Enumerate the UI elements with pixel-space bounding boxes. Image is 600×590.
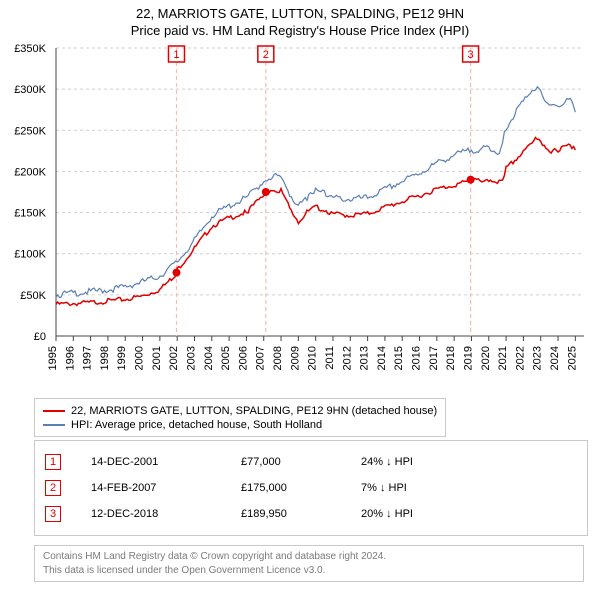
svg-text:1995: 1995 <box>47 346 59 370</box>
legend-item: 22, MARRIOTS GATE, LUTTON, SPALDING, PE1… <box>43 404 437 418</box>
svg-text:1996: 1996 <box>64 346 76 370</box>
legend-swatch <box>43 424 65 426</box>
event-diff: 24% ↓ HPI <box>361 456 461 468</box>
svg-text:2001: 2001 <box>151 346 163 370</box>
event-row: 2 14-FEB-2007 £175,000 7% ↓ HPI <box>45 475 577 501</box>
event-date: 12-DEC-2018 <box>91 508 241 520</box>
legend-item: HPI: Average price, detached house, Sout… <box>43 418 437 432</box>
event-price: £175,000 <box>241 482 361 494</box>
svg-text:£250K: £250K <box>14 125 46 137</box>
event-diff: 20% ↓ HPI <box>361 508 461 520</box>
event-marker: 1 <box>45 454 61 470</box>
svg-text:£150K: £150K <box>14 208 46 220</box>
event-price: £77,000 <box>241 456 361 468</box>
title-line-2: Price paid vs. HM Land Registry's House … <box>0 23 600 40</box>
svg-text:£300K: £300K <box>14 84 46 96</box>
event-price: £189,950 <box>241 508 361 520</box>
svg-text:2006: 2006 <box>237 346 249 370</box>
chart-title: 22, MARRIOTS GATE, LUTTON, SPALDING, PE1… <box>0 0 600 40</box>
svg-text:2: 2 <box>263 49 269 61</box>
svg-text:2016: 2016 <box>411 346 423 370</box>
event-date: 14-FEB-2007 <box>91 482 241 494</box>
svg-text:2012: 2012 <box>341 346 353 370</box>
svg-text:2024: 2024 <box>549 346 561 370</box>
svg-text:2005: 2005 <box>220 346 232 370</box>
license-notice: Contains HM Land Registry data © Crown c… <box>34 545 584 582</box>
svg-text:£0: £0 <box>34 331 46 343</box>
license-line: This data is licensed under the Open Gov… <box>43 564 575 578</box>
svg-text:1: 1 <box>173 49 179 61</box>
svg-text:2011: 2011 <box>324 346 336 370</box>
svg-text:2020: 2020 <box>480 346 492 370</box>
svg-text:3: 3 <box>468 49 474 61</box>
svg-text:£50K: £50K <box>20 290 46 302</box>
event-diff: 7% ↓ HPI <box>361 482 461 494</box>
svg-text:2014: 2014 <box>376 346 388 370</box>
svg-text:2008: 2008 <box>272 346 284 370</box>
svg-text:2002: 2002 <box>168 346 180 370</box>
svg-text:£100K: £100K <box>14 249 46 261</box>
title-line-1: 22, MARRIOTS GATE, LUTTON, SPALDING, PE1… <box>0 6 600 23</box>
svg-text:2015: 2015 <box>393 346 405 370</box>
chart-svg: £0 £50K £100K £150K £200K £250K £300K £350K 1995… <box>0 44 600 390</box>
svg-text:1998: 1998 <box>99 346 111 370</box>
svg-text:2019: 2019 <box>462 346 474 370</box>
svg-text:2007: 2007 <box>255 346 267 370</box>
svg-text:2000: 2000 <box>134 346 146 370</box>
event-marker: 3 <box>45 506 61 522</box>
legend-label: HPI: Average price, detached house, Sout… <box>71 419 322 431</box>
svg-text:2023: 2023 <box>532 346 544 370</box>
svg-text:2003: 2003 <box>185 346 197 370</box>
svg-text:1997: 1997 <box>82 346 94 370</box>
license-line: Contains HM Land Registry data © Crown c… <box>43 550 575 564</box>
event-row: 3 12-DEC-2018 £189,950 20% ↓ HPI <box>45 501 577 527</box>
svg-text:2010: 2010 <box>307 346 319 370</box>
svg-text:2017: 2017 <box>428 346 440 370</box>
svg-text:2021: 2021 <box>497 346 509 370</box>
event-date: 14-DEC-2001 <box>91 456 241 468</box>
event-marker: 2 <box>45 480 61 496</box>
svg-text:2025: 2025 <box>566 346 578 370</box>
legend-swatch <box>43 410 65 412</box>
svg-text:2022: 2022 <box>514 346 526 370</box>
svg-text:2009: 2009 <box>289 346 301 370</box>
legend-label: 22, MARRIOTS GATE, LUTTON, SPALDING, PE1… <box>71 405 437 417</box>
sale-events: 1 14-DEC-2001 £77,000 24% ↓ HPI 2 14-FEB… <box>34 440 588 536</box>
svg-text:£200K: £200K <box>14 166 46 178</box>
svg-text:2018: 2018 <box>445 346 457 370</box>
chart-area: £0 £50K £100K £150K £200K £250K £300K £350K 1995… <box>0 44 600 390</box>
svg-text:2004: 2004 <box>203 346 215 370</box>
svg-text:£350K: £350K <box>14 44 46 55</box>
event-row: 1 14-DEC-2001 £77,000 24% ↓ HPI <box>45 449 577 475</box>
svg-text:1999: 1999 <box>116 346 128 370</box>
legend: 22, MARRIOTS GATE, LUTTON, SPALDING, PE1… <box>34 398 446 437</box>
svg-text:2013: 2013 <box>359 346 371 370</box>
